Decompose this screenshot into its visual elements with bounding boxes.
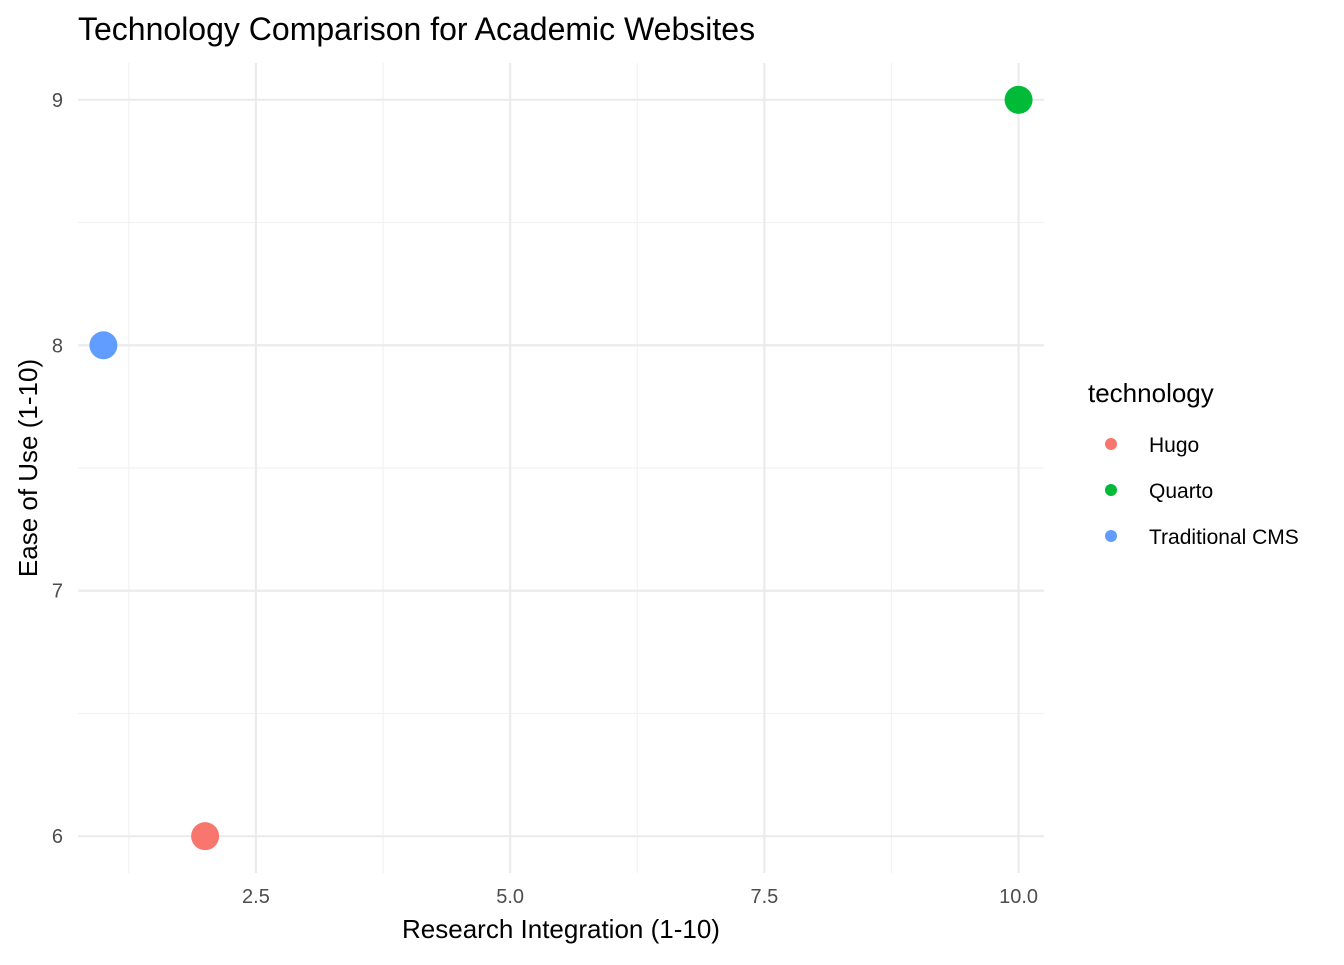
legend-key — [1105, 438, 1117, 450]
data-point-traditional-cms — [89, 331, 118, 360]
legend-key — [1105, 530, 1117, 542]
legend-label: Traditional CMS — [1149, 526, 1299, 549]
x-tick-label: 2.5 — [242, 886, 270, 908]
legend-label: Quarto — [1149, 480, 1213, 503]
chart-title: Technology Comparison for Academic Websi… — [78, 11, 755, 47]
x-tick-label: 10.0 — [999, 886, 1038, 908]
y-tick-label: 8 — [52, 335, 63, 357]
x-tick-label: 5.0 — [496, 886, 524, 908]
legend-items: Hugo Quarto Traditional CMS — [1105, 434, 1299, 549]
y-tick-label: 9 — [52, 90, 63, 112]
legend-label: Hugo — [1149, 434, 1199, 457]
grid — [78, 63, 1044, 873]
y-tick-label: 6 — [52, 826, 63, 848]
y-axis-ticks: 6 7 8 9 — [52, 90, 63, 848]
data-point-quarto — [1004, 85, 1033, 114]
y-axis-title: Ease of Use (1-10) — [13, 359, 43, 577]
data-point-hugo — [191, 822, 220, 851]
x-tick-label: 7.5 — [750, 886, 778, 908]
legend-key — [1105, 484, 1117, 496]
x-axis-title: Research Integration (1-10) — [402, 914, 720, 944]
legend-title: technology — [1088, 378, 1214, 408]
legend: technology Hugo Quarto Traditional CMS — [1088, 378, 1299, 549]
x-axis-ticks: 2.5 5.0 7.5 10.0 — [242, 886, 1038, 908]
data-points — [89, 85, 1033, 851]
y-tick-label: 7 — [52, 581, 63, 603]
